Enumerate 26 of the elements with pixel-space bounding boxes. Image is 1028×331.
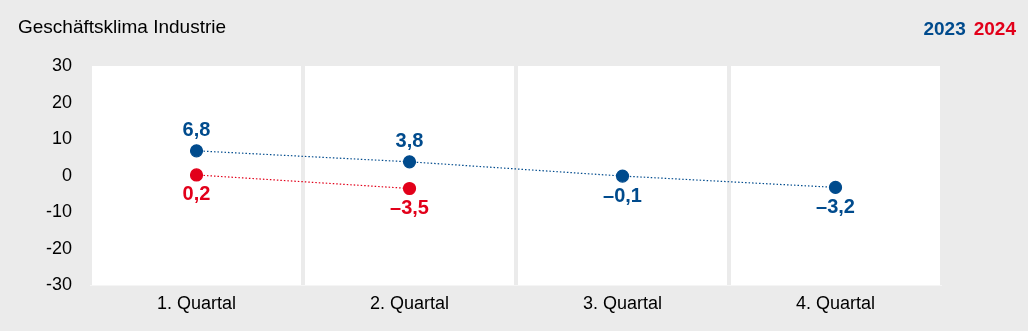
y-tick-label: 0: [62, 164, 73, 185]
point: [189, 168, 204, 182]
point: [615, 169, 630, 183]
point: [402, 181, 417, 196]
point: [828, 180, 843, 194]
point: [189, 144, 204, 158]
text: 2024: [973, 18, 1016, 39]
data-label: 0,2: [182, 182, 211, 205]
x-tick-label: 1. Quartal: [156, 293, 237, 314]
x-tick-label: 3. Quartal: [582, 293, 663, 314]
chart-title: Geschäftsklima Industrie: [18, 16, 227, 38]
data-label: 3,8: [395, 129, 424, 152]
y-tick-label: 30: [51, 54, 73, 75]
text: 2023: [923, 18, 966, 39]
y-tick-label: 10: [51, 128, 73, 149]
data-label: –3,2: [816, 194, 855, 217]
y-tick-label: 20: [51, 91, 73, 112]
data-label: 6,8: [182, 118, 211, 141]
x-tick-label: 4. Quartal: [795, 293, 876, 314]
y-tick-label: -20: [46, 237, 73, 258]
x-tick-label: 2. Quartal: [369, 293, 450, 314]
data-label: –3,5: [390, 196, 429, 219]
y-tick-label: -10: [46, 201, 73, 222]
data-label: –0,1: [603, 183, 642, 206]
point: [402, 155, 417, 169]
y-tick-label: -30: [46, 274, 73, 295]
